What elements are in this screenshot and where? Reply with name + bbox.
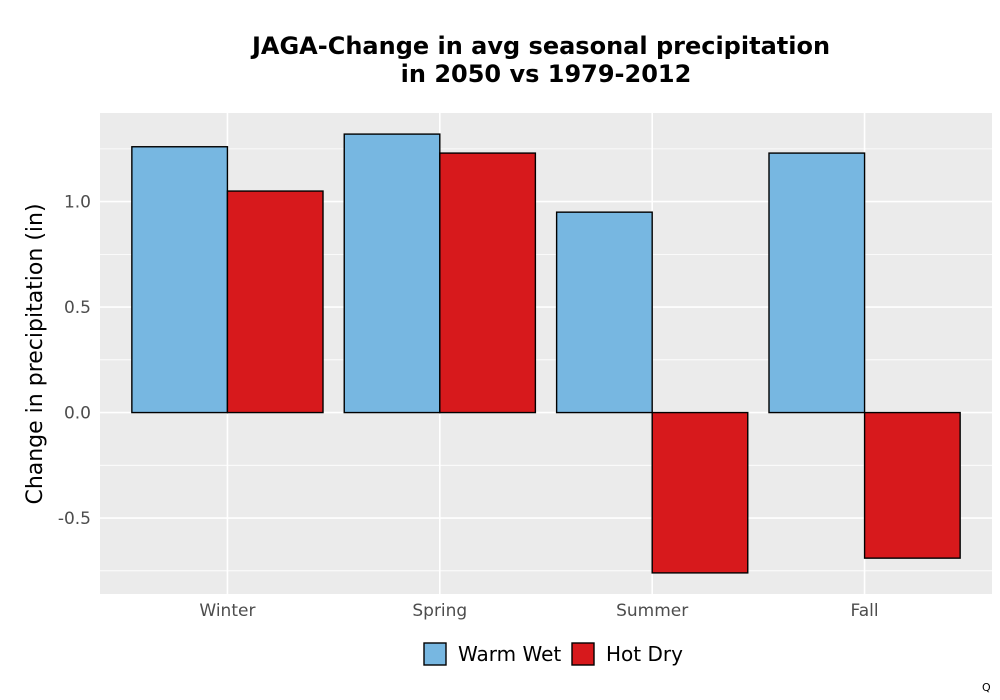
y-tick-label: -0.5 [58,509,91,529]
corner-mark: Q [982,681,991,694]
bars [131,133,961,574]
legend-key [571,642,595,666]
y-tick-label: 0.0 [64,404,91,424]
bar [768,152,866,414]
y-tick-label: 0.5 [64,298,91,318]
legend: Warm Wet Hot Dry [423,642,683,666]
bar [555,211,653,414]
legend-label: Hot Dry [606,642,683,666]
bar [863,411,961,559]
x-tick-label: Fall [851,601,879,621]
bar [343,133,441,414]
chart-title: JAGA-Change in avg seasonal precipitatio… [250,32,830,60]
legend-label: Warm Wet [458,642,561,666]
x-tick-label: Spring [412,601,467,621]
y-tick-labels: -0.5 0.0 0.5 1.0 [58,193,91,529]
y-tick-label: 1.0 [64,193,91,213]
legend-key [423,642,447,666]
x-tick-label: Summer [616,601,688,621]
bar [651,411,749,574]
x-tick-label: Winter [199,601,255,621]
x-tick-labels: Winter Spring Summer Fall [199,601,878,621]
bar [131,146,229,414]
bar [226,190,324,414]
y-axis-title: Change in precipitation (in) [23,203,48,504]
chart-subtitle: in 2050 vs 1979-2012 [401,60,692,88]
bar [439,152,537,414]
